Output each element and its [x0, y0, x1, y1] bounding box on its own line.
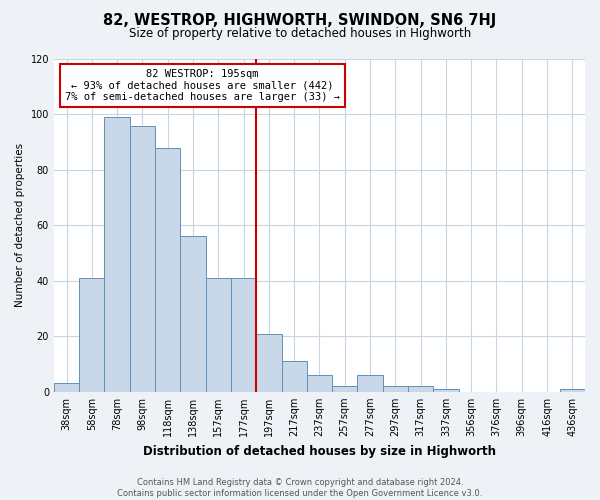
Text: Size of property relative to detached houses in Highworth: Size of property relative to detached ho… [129, 28, 471, 40]
Bar [307, 375, 332, 392]
Bar [383, 386, 408, 392]
Bar [433, 389, 458, 392]
Bar [79, 278, 104, 392]
Text: Contains HM Land Registry data © Crown copyright and database right 2024.
Contai: Contains HM Land Registry data © Crown c… [118, 478, 482, 498]
Bar [256, 334, 281, 392]
Bar [130, 126, 155, 392]
Bar [281, 362, 307, 392]
Y-axis label: Number of detached properties: Number of detached properties [15, 144, 25, 308]
Bar [206, 278, 231, 392]
Bar [155, 148, 181, 392]
Bar [231, 278, 256, 392]
Bar [560, 389, 585, 392]
X-axis label: Distribution of detached houses by size in Highworth: Distribution of detached houses by size … [143, 444, 496, 458]
Text: 82, WESTROP, HIGHWORTH, SWINDON, SN6 7HJ: 82, WESTROP, HIGHWORTH, SWINDON, SN6 7HJ [103, 12, 497, 28]
Bar [104, 117, 130, 392]
Bar [358, 375, 383, 392]
Bar [332, 386, 358, 392]
Bar [54, 384, 79, 392]
Bar [408, 386, 433, 392]
Bar [181, 236, 206, 392]
Text: 82 WESTROP: 195sqm
← 93% of detached houses are smaller (442)
7% of semi-detache: 82 WESTROP: 195sqm ← 93% of detached hou… [65, 69, 340, 102]
